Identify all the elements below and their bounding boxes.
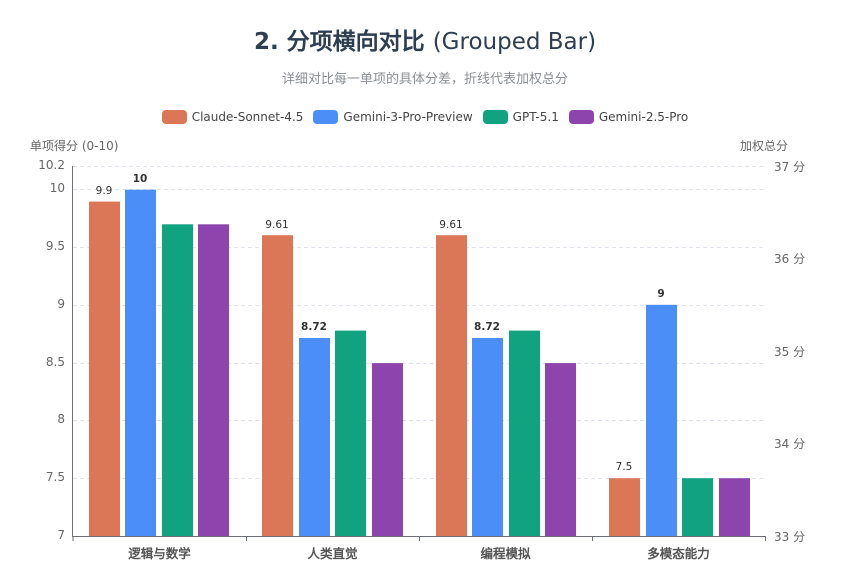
bar-value-label: 9.61 xyxy=(265,219,289,231)
bar[interactable] xyxy=(545,363,576,536)
y-tick: 9.5 xyxy=(45,239,65,253)
bar[interactable] xyxy=(372,363,403,536)
bar-value-label: 10 xyxy=(132,173,148,185)
legend-item-claude[interactable]: Claude-Sonnet-4.5 xyxy=(161,110,304,124)
y2-tick: 36 分 xyxy=(774,252,806,266)
y-tick: 10.2 xyxy=(38,158,65,172)
y-tick: 7 xyxy=(57,528,65,542)
left-axis-name: 单项得分 (0-10) xyxy=(30,139,119,153)
y2-tick: 34 分 xyxy=(774,437,806,451)
bar[interactable] xyxy=(262,235,293,536)
chart-subtitle: 详细对比每一单项的具体分差，折线代表加权总分 xyxy=(281,72,568,87)
bar[interactable] xyxy=(609,478,640,536)
chart-title: 2. 分项横向对比 (Grouped Bar) xyxy=(0,22,850,56)
legend-label: Claude-Sonnet-4.5 xyxy=(191,110,304,124)
title-prefix: 2. 分项横向对比 xyxy=(253,29,425,55)
legend-swatch-icon xyxy=(482,110,508,124)
bar-value-label: 8.72 xyxy=(301,321,327,333)
bar[interactable] xyxy=(436,235,467,536)
legend-swatch-icon xyxy=(313,110,339,124)
bar-value-label: 8.72 xyxy=(474,321,500,333)
legend-swatch-icon xyxy=(568,110,594,124)
y-tick: 8.5 xyxy=(45,355,65,369)
y-tick: 8 xyxy=(57,412,65,426)
bar[interactable] xyxy=(89,201,120,536)
x-category-label: 人类直觉 xyxy=(307,546,358,561)
y-tick: 7.5 xyxy=(45,470,65,484)
x-axis-ticks xyxy=(72,536,766,541)
bar-value-label: 9 xyxy=(657,288,665,300)
legend-item-gemini-3[interactable]: Gemini-3-Pro-Preview xyxy=(313,110,473,124)
bar[interactable] xyxy=(299,338,330,536)
bar-group-coding xyxy=(436,235,576,536)
legend-item-gemini-2-5[interactable]: Gemini-2.5-Pro xyxy=(568,110,689,124)
legend-label: Gemini-3-Pro-Preview xyxy=(343,110,473,124)
y-tick: 9 xyxy=(57,297,65,311)
y2-tick: 35 分 xyxy=(774,345,806,359)
title-suffix: (Grouped Bar) xyxy=(432,29,597,55)
bar-value-label: 7.5 xyxy=(615,461,633,473)
right-axis-name: 加权总分 xyxy=(740,139,789,153)
legend-swatch-icon xyxy=(161,110,187,124)
bar[interactable] xyxy=(682,478,713,536)
bar[interactable] xyxy=(646,304,677,536)
bar[interactable] xyxy=(162,224,193,537)
y2-tick: 33 分 xyxy=(774,530,806,544)
legend: Claude-Sonnet-4.5 Gemini-3-Pro-Preview G… xyxy=(0,110,850,124)
x-category-label: 逻辑与数学 xyxy=(128,546,191,561)
x-category-label: 编程模拟 xyxy=(480,546,531,561)
bar-value-label: 9.9 xyxy=(95,185,113,197)
bar[interactable] xyxy=(198,224,229,537)
bar[interactable] xyxy=(719,478,750,536)
bar-group-logic xyxy=(89,189,229,537)
bar[interactable] xyxy=(125,189,156,536)
x-category-label: 多模态能力 xyxy=(647,546,710,561)
y2-tick: 37 分 xyxy=(774,160,806,174)
bar-group-intuition xyxy=(262,235,403,536)
bar[interactable] xyxy=(509,330,540,536)
bar-group-multimodal xyxy=(609,304,750,536)
legend-item-gpt[interactable]: GPT-5.1 xyxy=(482,110,559,124)
bar[interactable] xyxy=(472,338,503,536)
legend-label: GPT-5.1 xyxy=(512,110,559,124)
bar-value-label: 9.61 xyxy=(439,219,463,231)
bar[interactable] xyxy=(335,330,366,536)
y-tick: 10 xyxy=(49,181,65,195)
legend-label: Gemini-2.5-Pro xyxy=(598,110,689,124)
